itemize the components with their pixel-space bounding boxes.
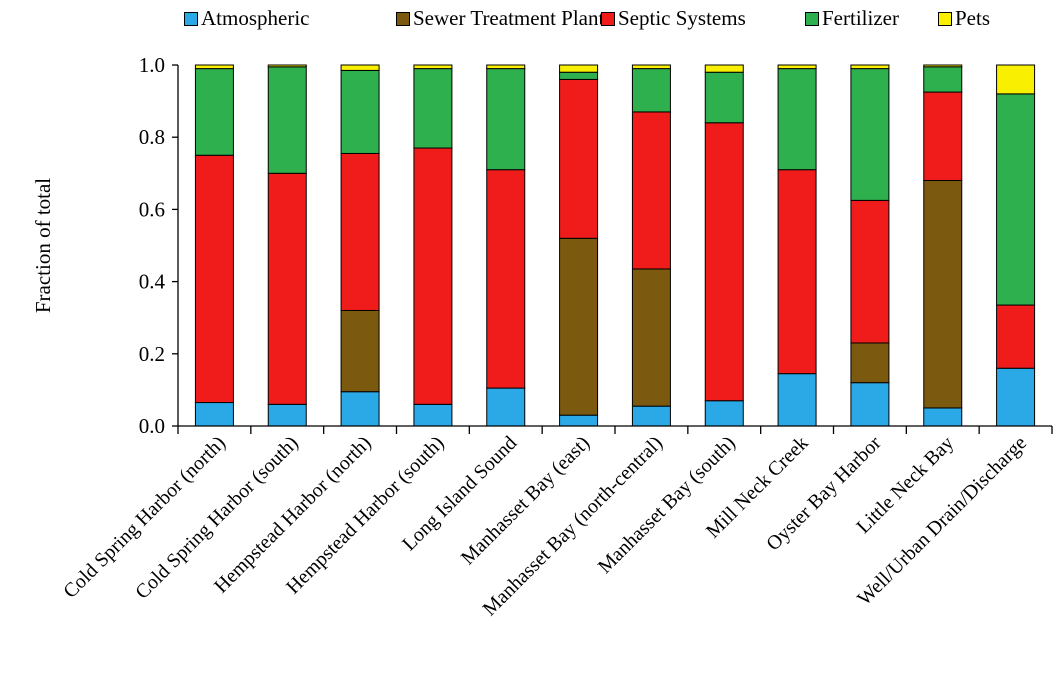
bars-group [194,64,1036,427]
bar-segment-0-4 [486,387,526,427]
bar-segment-4-4 [486,64,526,70]
legend-swatch-0 [184,11,198,26]
legend-label-0: Atmospheric [201,6,310,30]
y-tick-label-2: 0.4 [139,270,166,294]
legend-item-0: Atmospheric [184,6,309,31]
bar-segment-4-7 [704,64,744,73]
bar-segment-3-2 [340,69,380,154]
y-tick-label-0: 0.0 [139,414,165,438]
y-tick-label-5: 1.0 [139,53,165,77]
legend-swatch-3 [805,11,819,26]
bar-segment-1-10 [923,180,963,409]
bar-segment-2-5 [559,78,599,239]
bar-segment-2-4 [486,169,526,389]
bar-segment-0-11 [996,367,1036,427]
bar-segment-3-9 [850,68,890,201]
bar-segment-1-6 [631,268,671,407]
y-tick-label-3: 0.6 [139,197,165,221]
bar-segment-2-6 [631,111,671,270]
bar-segment-2-3 [413,147,453,405]
bar-segment-3-1 [267,66,307,174]
y-tick-label-4: 0.8 [139,125,165,149]
bar-segment-3-3 [413,68,453,149]
bar-segment-3-6 [631,68,671,113]
bar-segment-3-8 [777,68,817,171]
axes-group [172,64,1053,434]
legend-label-3: Fertilizer [822,6,899,30]
bar-segment-3-5 [559,71,599,80]
bar-segment-2-7 [704,122,744,402]
legend-swatch-4 [938,11,952,26]
bar-segment-0-0 [194,402,234,427]
bar-segment-0-9 [850,382,890,427]
bar-segment-0-7 [704,400,744,427]
bar-segment-4-6 [631,64,671,70]
bar-segment-3-4 [486,68,526,171]
bar-segment-0-1 [267,403,307,427]
x-category-label-7: Manhasset Bay (south) [594,432,740,578]
legend-swatch-1 [396,11,410,26]
bar-segment-4-10 [923,64,963,68]
bar-segment-4-5 [559,64,599,73]
legend-item-4: Pets [938,6,990,31]
legend-label-2: Septic Systems [618,6,746,30]
bar-segment-3-0 [194,68,234,156]
x-category-label-5: Manhasset Bay (east) [457,432,594,569]
bar-segment-3-10 [923,66,963,93]
bar-segment-4-2 [340,64,380,71]
bar-segment-4-9 [850,64,890,70]
legend-item-1: Sewer Treatment Plants [396,6,613,31]
legend-item-3: Fertilizer [805,6,899,31]
bar-segment-2-9 [850,199,890,344]
bar-segment-2-10 [923,91,963,182]
bar-segment-2-11 [996,304,1036,369]
bar-segment-4-8 [777,64,817,70]
legend-item-2: Septic Systems [601,6,746,31]
legend-label-1: Sewer Treatment Plants [413,6,613,30]
bar-segment-0-3 [413,403,453,427]
bar-segment-2-0 [194,154,234,404]
legend-label-4: Pets [955,6,991,30]
bar-segment-4-11 [996,64,1036,95]
bar-segment-0-5 [559,414,599,427]
legend-swatch-2 [601,11,615,26]
bar-segment-4-0 [194,64,234,70]
bar-segment-2-8 [777,169,817,375]
bar-segment-1-2 [340,309,380,393]
bar-segment-4-1 [267,64,307,68]
y-axis-title: Fraction of total [31,178,55,313]
bar-segment-0-6 [631,405,671,427]
bar-segment-3-11 [996,93,1036,306]
bar-segment-3-7 [704,71,744,124]
bar-segment-1-9 [850,342,890,384]
bar-segment-0-10 [923,407,963,427]
bar-segment-0-8 [777,373,817,427]
bar-segment-1-5 [559,237,599,416]
bar-segment-0-2 [340,391,380,427]
bar-segment-2-2 [340,152,380,311]
legend: Atmospheric Sewer Treatment Plants Septic … [0,4,1062,34]
y-tick-label-1: 0.2 [139,342,165,366]
bar-segment-4-3 [413,64,453,70]
bar-segment-2-1 [267,172,307,405]
